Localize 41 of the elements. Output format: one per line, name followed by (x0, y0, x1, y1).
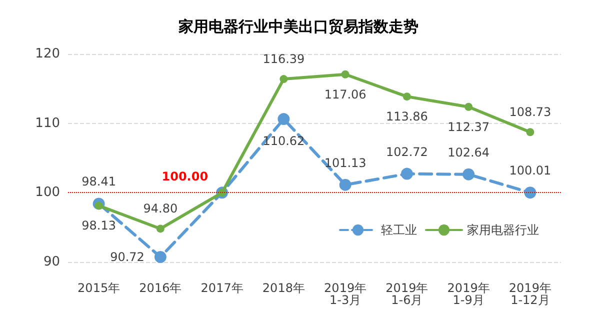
point (526, 128, 534, 136)
point (156, 224, 164, 233)
point (154, 251, 166, 264)
data-label: 102.64 (448, 145, 490, 160)
point (400, 168, 413, 180)
data-label: 98.41 (82, 174, 116, 189)
data-label: 112.37 (448, 120, 490, 134)
point (524, 186, 536, 199)
data-label: 108.73 (509, 105, 552, 120)
data-label: 90.72 (110, 250, 144, 264)
x-tick-label: 2019年 1-12月 (508, 281, 552, 307)
x-tick-label: 2019年 1-3月 (324, 281, 367, 307)
data-label: 98.13 (82, 218, 116, 233)
data-label: 117.06 (324, 87, 366, 102)
point (341, 70, 350, 78)
point (462, 168, 475, 180)
data-label: 116.39 (262, 52, 305, 66)
legend-label: 轻工业 (381, 223, 417, 237)
y-tick-label: 100 (35, 185, 60, 200)
x-tick-label: 2019年 1-9月 (447, 281, 490, 307)
data-label: 101.13 (324, 156, 366, 170)
data-label: 100.00 (162, 170, 208, 184)
x-tick-label: 2018年 (262, 281, 305, 295)
point (464, 102, 473, 111)
point (280, 75, 288, 84)
x-tick-label: 2016年 (139, 281, 182, 295)
data-label: 100.01 (509, 164, 552, 178)
x-tick-label: 2015年 (78, 281, 120, 295)
chart-title: 家用电器行业中美出口贸易指数走势 (178, 18, 418, 36)
y-tick-label: 90 (43, 254, 60, 270)
x-tick-label: 2019年 1-6月 (386, 281, 428, 307)
data-label: 113.86 (386, 110, 428, 124)
point (402, 92, 411, 101)
legend-label: 家用电器行业 (467, 223, 539, 237)
data-label: 102.72 (386, 144, 428, 159)
x-tick-label: 2017年 (200, 281, 244, 295)
data-label: 94.80 (143, 202, 178, 216)
y-tick-label: 120 (35, 46, 60, 62)
point (339, 178, 352, 191)
point (278, 113, 290, 126)
y-tick-label: 110 (35, 116, 60, 131)
